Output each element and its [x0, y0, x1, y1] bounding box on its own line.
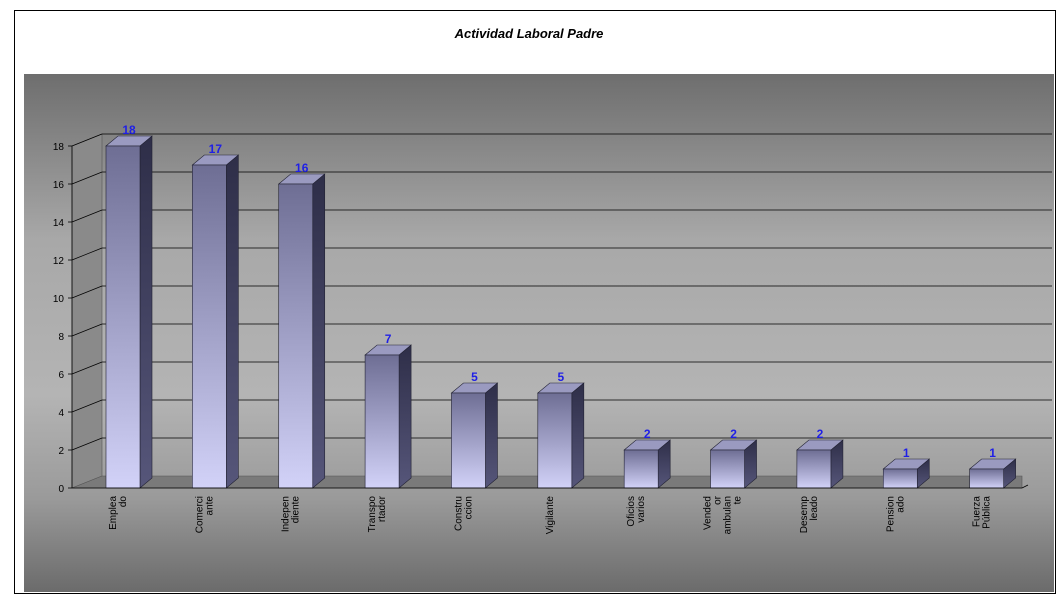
gridline-depth — [71, 437, 103, 451]
bar — [710, 449, 745, 489]
category-label: Vended or ambulan te — [703, 495, 744, 534]
data-label: 5 — [557, 370, 564, 384]
category-label-line: ccion — [463, 496, 474, 519]
category-label: Pension ado — [885, 496, 906, 533]
bar-side — [226, 154, 239, 489]
y-tick-label: 14 — [53, 218, 65, 229]
y-tick-label: 6 — [58, 370, 64, 381]
data-label: 2 — [644, 427, 651, 441]
y-tick-label: 12 — [53, 256, 65, 267]
category-label-line: ante — [204, 496, 215, 516]
category-label-line: Indepen — [281, 496, 292, 532]
category-label-line: Fuerza — [972, 496, 983, 528]
gridline-depth — [71, 285, 103, 299]
category-label: Indepen diente — [281, 496, 302, 533]
category-label-line: rtador — [377, 495, 388, 522]
y-tick-label: 10 — [53, 294, 65, 305]
data-label: 18 — [122, 123, 136, 137]
gridlines — [71, 133, 1052, 451]
data-label: 2 — [817, 427, 824, 441]
x-axis: Emplea do Comerci ante Indepen diente Transpo r… — [72, 484, 1029, 535]
gridline-depth — [71, 361, 103, 375]
data-label: 5 — [471, 370, 478, 384]
y-tick-label: 8 — [58, 332, 64, 343]
bar — [969, 468, 1004, 489]
category-label-line: ado — [895, 496, 906, 513]
bar — [192, 164, 227, 489]
category-label-line: do — [118, 496, 129, 508]
y-axis: 0 2 4 6 8 10 12 14 16 18 — [53, 142, 73, 495]
category-label-line: ambulan — [723, 496, 734, 534]
side-wall — [71, 133, 103, 489]
category-label-line: Comerci — [194, 496, 205, 533]
data-label: 7 — [385, 332, 392, 346]
category-label: Comerci ante — [194, 496, 215, 534]
bar-side — [571, 382, 585, 489]
data-label: 17 — [209, 142, 223, 156]
y-tick-label: 18 — [53, 142, 65, 153]
category-label-line: Pension — [885, 496, 896, 532]
category-label-line: Vended — [703, 496, 714, 530]
data-label: 2 — [730, 427, 737, 441]
category-label-line: Oficios — [626, 496, 637, 527]
bar — [623, 449, 659, 489]
category-label-line: Constru — [453, 496, 464, 531]
category-label-line: Pública — [982, 496, 993, 529]
category-label-line: Emplea — [108, 496, 119, 530]
gridline-depth — [71, 399, 103, 413]
gridline-depth — [71, 323, 103, 337]
category-label: Desemp leado — [799, 496, 820, 534]
data-label: 1 — [989, 446, 996, 460]
category-label-line: te — [733, 496, 744, 505]
bars: 18 17 16 7 5 5 2 2 2 1 1 — [105, 123, 1017, 489]
category-label-line: diente — [291, 496, 302, 524]
gridline-depth — [71, 133, 103, 147]
category-label: Vigilante — [545, 496, 556, 535]
y-tick-label: 2 — [58, 446, 64, 457]
category-label-line: Transpo — [367, 496, 378, 533]
category-label-line: or — [713, 495, 724, 505]
bar — [796, 449, 832, 489]
category-label: Transpo rtador — [367, 495, 388, 532]
bar-side — [398, 344, 412, 489]
bar — [882, 468, 918, 489]
category-label: Oficios varios — [626, 496, 647, 527]
x-axis-end — [1021, 484, 1029, 489]
gridline-depth — [71, 247, 103, 261]
category-label-line: Desemp — [799, 496, 810, 534]
category-label-line: leado — [809, 496, 820, 521]
bar — [451, 392, 486, 489]
bar — [364, 354, 400, 489]
category-label: Emplea do — [108, 496, 129, 530]
bar-side — [139, 135, 153, 489]
bar — [278, 183, 314, 489]
gridline-depth — [71, 209, 103, 223]
data-label: 16 — [295, 161, 309, 175]
bar — [537, 392, 573, 489]
data-label: 1 — [903, 446, 910, 460]
category-label-line: varios — [636, 496, 647, 523]
bar-side — [485, 382, 498, 489]
category-label-line: Vigilante — [545, 496, 556, 535]
bar-side — [312, 173, 326, 489]
gridline-depth — [71, 171, 103, 185]
chart-title: Actividad Laboral Padre — [454, 26, 604, 41]
y-tick-label: 16 — [53, 180, 65, 191]
bar — [105, 145, 141, 489]
y-tick-label: 0 — [58, 484, 64, 495]
y-tick-label: 4 — [58, 408, 64, 419]
category-label: Constru ccion — [453, 496, 474, 531]
category-label: Fuerza Pública — [972, 496, 993, 529]
